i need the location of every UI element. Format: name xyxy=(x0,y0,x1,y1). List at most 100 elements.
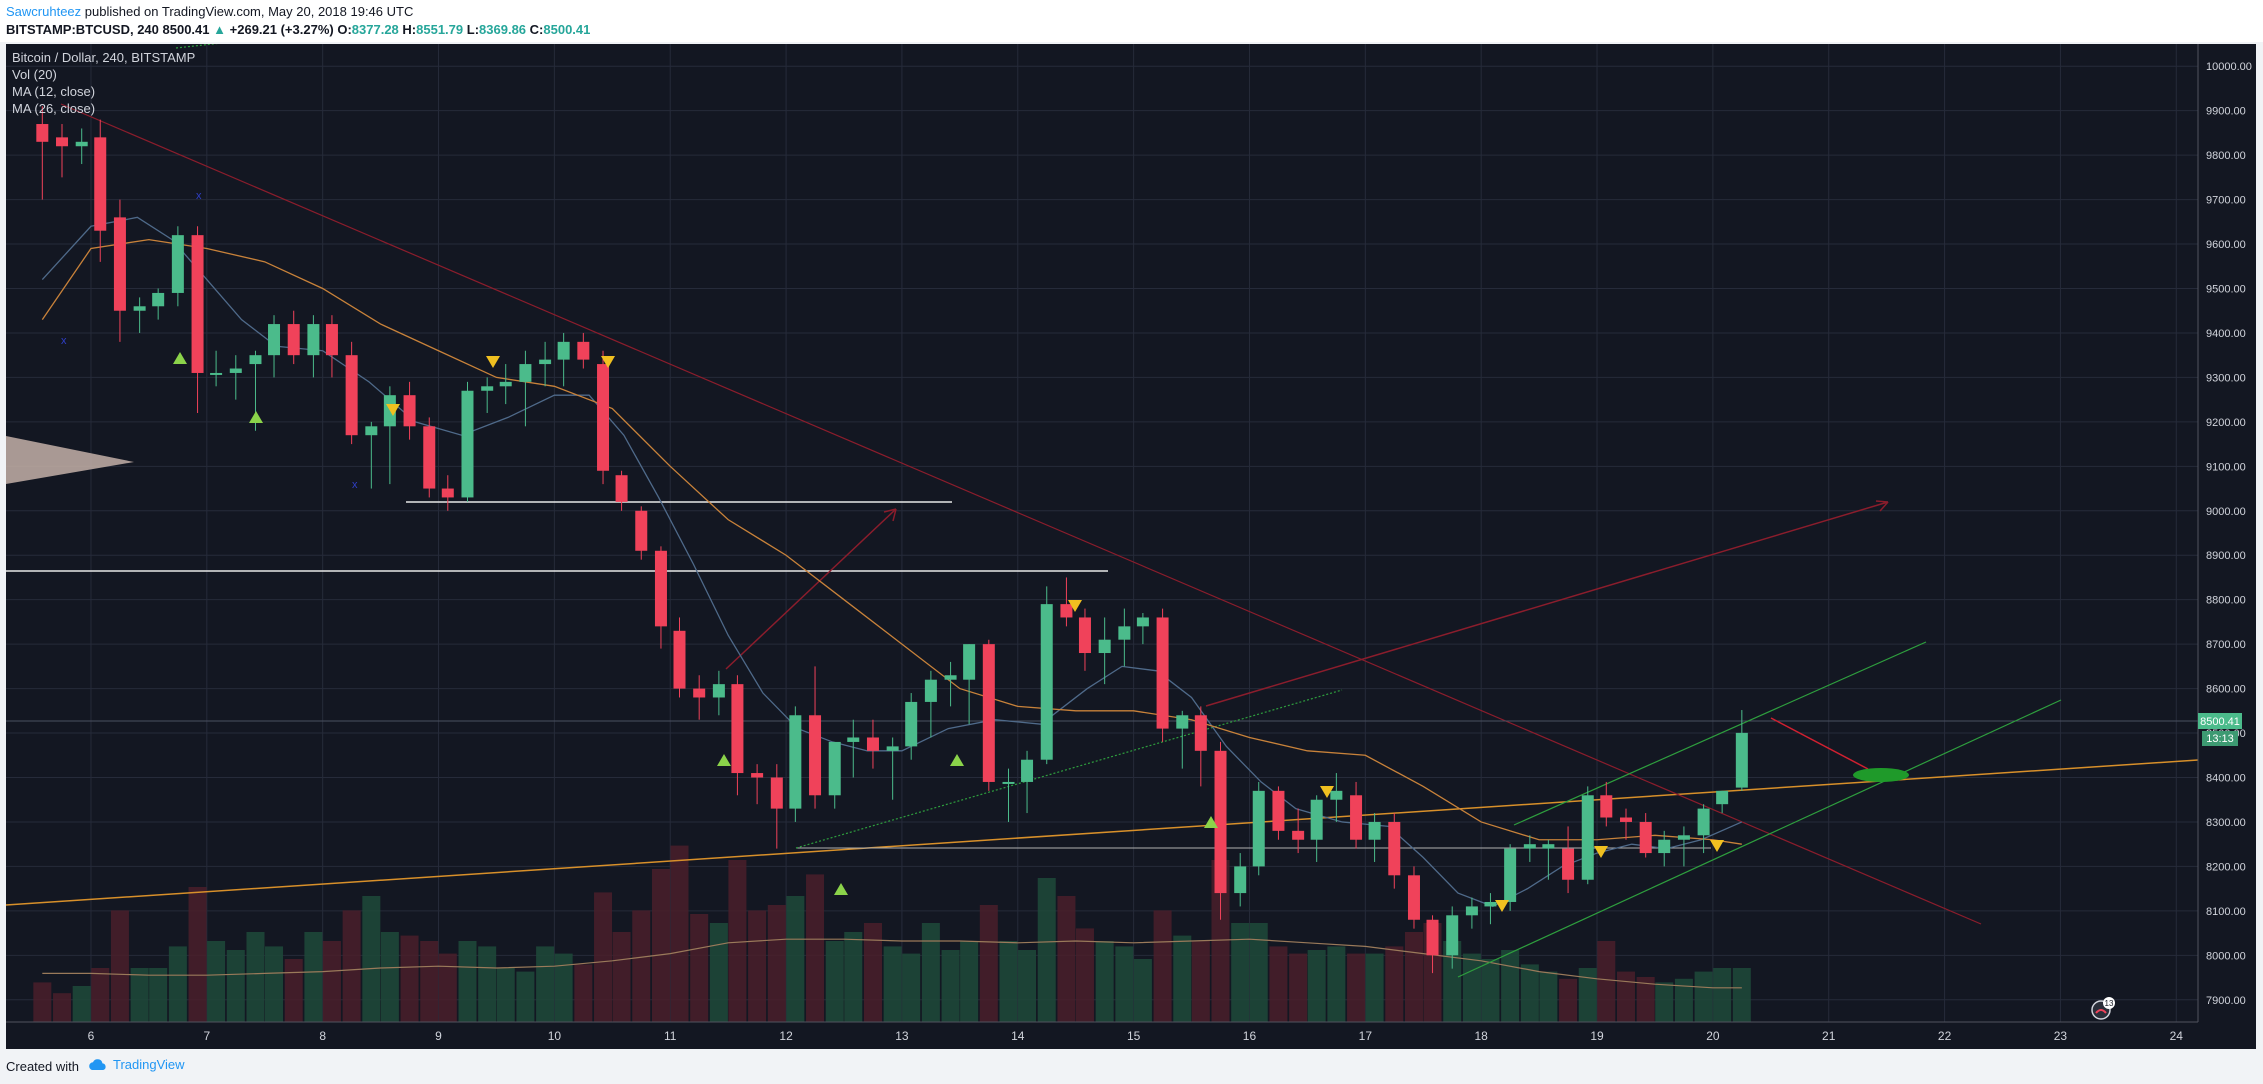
candle xyxy=(325,315,338,378)
price-tag-bg xyxy=(2198,713,2242,729)
volume-bar xyxy=(284,959,303,1022)
buy-signal-icon xyxy=(173,352,187,364)
volume-bar xyxy=(574,964,593,1022)
volume-bar xyxy=(1443,941,1462,1022)
high-value: 8551.79 xyxy=(416,22,464,37)
volume-bar xyxy=(1694,971,1713,1022)
x-tick-label: 19 xyxy=(1590,1029,1604,1043)
volume-bar xyxy=(1307,950,1326,1022)
badge-bubble xyxy=(2103,997,2115,1009)
candle xyxy=(1407,866,1420,929)
candlestick-chart[interactable]: x x x 10000.00 9900.00 9800.00 9700.00 9600.00… xyxy=(5,35,2256,1049)
candle-body xyxy=(268,324,281,356)
drawings: x x x xyxy=(5,35,2199,978)
y-tick-label: 10000.00 xyxy=(2206,61,2252,73)
candle xyxy=(847,719,860,778)
volume-bar xyxy=(1597,941,1616,1022)
candle xyxy=(1658,830,1671,867)
candle xyxy=(1002,768,1015,822)
x-tick-label: 24 xyxy=(2170,1029,2184,1043)
candle-body xyxy=(191,235,204,373)
candle-body xyxy=(1523,844,1536,849)
candle xyxy=(1330,773,1343,822)
author-link[interactable]: Sawcruhteez xyxy=(6,4,82,19)
y-tick-label: 9400.00 xyxy=(2206,328,2246,340)
candle-body xyxy=(519,364,532,382)
volume-bar xyxy=(1327,946,1346,1022)
candle xyxy=(557,332,570,387)
candle-body xyxy=(1234,866,1247,894)
close-value: 8500.41 xyxy=(543,22,591,37)
volume-bar xyxy=(1385,946,1404,1022)
x-tick-label: 7 xyxy=(203,1029,210,1043)
candle-body xyxy=(828,741,841,796)
candle-body xyxy=(615,475,628,502)
volume-bar xyxy=(1404,932,1423,1022)
dotted-trendline xyxy=(795,689,1343,849)
candle-body xyxy=(1176,715,1189,729)
tradingview-brand: TradingView xyxy=(113,1057,185,1072)
ohlc-line: BITSTAMP:BTCUSD, 240 8500.41 ▲ +269.21 (… xyxy=(6,22,590,37)
y-tick-label: 9300.00 xyxy=(2206,372,2246,384)
candle xyxy=(770,764,783,849)
volume-bar xyxy=(1115,946,1134,1022)
candle-body xyxy=(693,688,706,698)
y-tick-label: 9200.00 xyxy=(2206,417,2246,429)
candle-body xyxy=(1465,906,1478,916)
x-tick-label: 22 xyxy=(1938,1029,1952,1043)
candle xyxy=(365,421,378,489)
candle xyxy=(1040,586,1053,765)
support-trendline xyxy=(5,759,2199,906)
sell-signal-icon xyxy=(1710,840,1724,852)
candle-body xyxy=(75,141,88,147)
candle xyxy=(1194,706,1207,787)
candle xyxy=(1716,790,1729,814)
candle-body xyxy=(441,488,454,498)
candle-body xyxy=(1697,808,1710,836)
volume-bar xyxy=(1578,968,1597,1022)
volume-bar xyxy=(438,953,457,1022)
candle xyxy=(577,332,590,369)
y-tick-label: 8200.00 xyxy=(2206,861,2246,873)
candle xyxy=(1697,804,1710,854)
alert-badge[interactable]: 13 xyxy=(2091,997,2115,1020)
volume-bar xyxy=(902,953,921,1022)
volume-bar xyxy=(999,941,1018,1022)
candle xyxy=(963,644,976,725)
legend-vol: Vol (20) xyxy=(12,67,57,82)
x-tick-label: 18 xyxy=(1474,1029,1488,1043)
chart-panel[interactable]: x x x 10000.00 9900.00 9800.00 9700.00 9600.00… xyxy=(5,35,2256,1049)
volume-bar xyxy=(825,941,844,1022)
candle xyxy=(171,226,184,307)
tradingview-link[interactable]: TradingView xyxy=(88,1057,185,1072)
volume-bar xyxy=(168,946,187,1022)
sell-signal-icon xyxy=(1320,786,1334,798)
volume-bar xyxy=(1539,971,1558,1022)
volume-bar xyxy=(1191,941,1210,1022)
candle xyxy=(307,315,320,378)
candle xyxy=(1542,839,1555,880)
volume-bar xyxy=(1173,935,1192,1022)
candle-body xyxy=(1098,639,1111,654)
candle-body xyxy=(1542,844,1555,849)
x-tick-label: 13 xyxy=(895,1029,909,1043)
candle-body xyxy=(847,737,860,742)
buy-signal-icon xyxy=(834,883,848,895)
buy-signal-icon xyxy=(950,754,964,766)
candle-body xyxy=(1310,799,1323,840)
candle-body xyxy=(577,341,590,360)
candle xyxy=(1523,835,1536,862)
candle-body xyxy=(635,510,648,551)
candle-body xyxy=(113,217,126,311)
legend: Bitcoin / Dollar, 240, BITSTAMP Vol (20)… xyxy=(12,50,195,116)
candle xyxy=(36,106,49,200)
candle xyxy=(56,124,69,178)
candle xyxy=(1156,608,1169,742)
y-tick-label: 8400.00 xyxy=(2206,773,2246,785)
y-tick-label: 8100.00 xyxy=(2206,906,2246,918)
volume-bar xyxy=(651,869,670,1022)
x-tick-label: 17 xyxy=(1359,1029,1373,1043)
up-arrow-icon: ▲ xyxy=(213,22,227,37)
candle xyxy=(1735,710,1748,791)
candle xyxy=(1446,906,1459,969)
